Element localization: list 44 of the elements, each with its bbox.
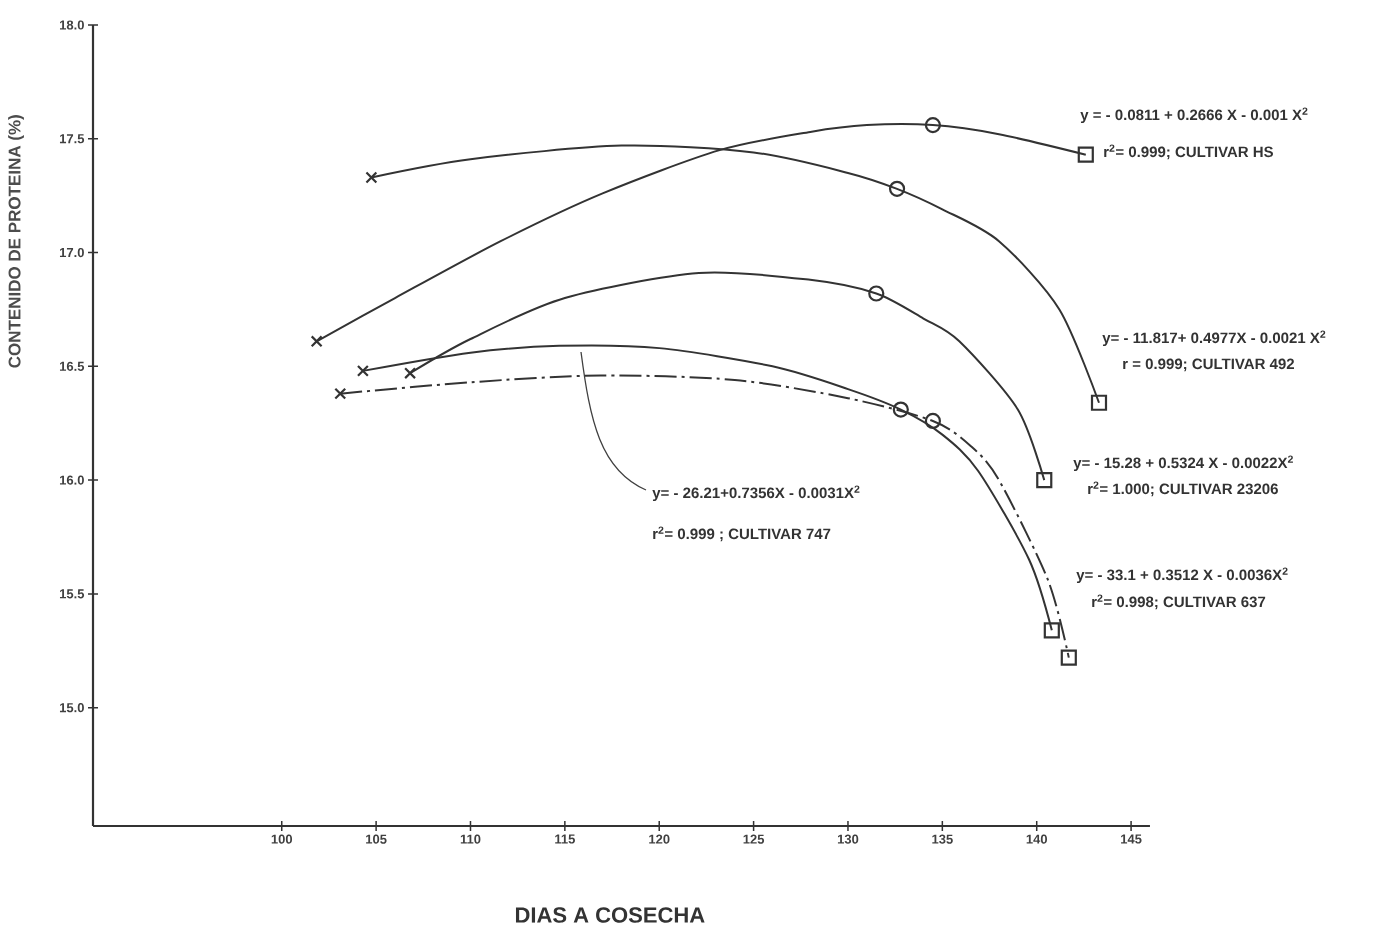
point — [310, 335, 323, 348]
annotation: y= - 15.28 + 0.5324 X - 0.0022X$^{2}$ — [1073, 455, 1293, 472]
x-tick-label: 105 — [366, 834, 387, 844]
y-tick-label: 17.5 — [59, 134, 85, 144]
x-axis-title: DIAS A COSECHA — [515, 907, 705, 923]
annotation: r$^{2}$= 0.999 ; CULTIVAR 747 — [653, 526, 831, 542]
annotation: r$^{2}$= 0.999; CULTIVAR HS — [1104, 144, 1274, 160]
annotation: y= - 11.817+ 0.4977X - 0.0021 X$^{2}$ — [1102, 330, 1326, 347]
annotation: r$^{2}$= 1.000; CULTIVAR 23206 — [1088, 481, 1278, 497]
x-tick-label: 140 — [1026, 834, 1048, 844]
y-axis-title: CONTENIDO DE PROTEINA (%) — [8, 115, 24, 368]
annotation: y= - 33.1 + 0.3512 X - 0.0036X$^{2}$ — [1076, 567, 1288, 584]
point — [924, 117, 942, 134]
annotation: y= - 26.21+0.7356X - 0.0031X$^{2}$ — [652, 485, 860, 502]
y-tick-label: 16.5 — [59, 361, 85, 371]
annotation: y = - 0.0811 + 0.2666 X - 0.001 X$^{2}$ — [1080, 107, 1308, 124]
x-tick-label: 110 — [460, 834, 481, 844]
x-tick-label: 135 — [932, 834, 953, 844]
x-tick-label: 115 — [555, 834, 575, 844]
point — [1043, 622, 1060, 639]
y-tick-label: 15.5 — [59, 589, 85, 599]
point — [1090, 394, 1108, 411]
x-tick-label: 125 — [743, 834, 765, 844]
point — [924, 412, 942, 430]
x-tick-label: 130 — [837, 834, 859, 844]
point — [404, 367, 417, 380]
point — [334, 387, 347, 400]
annotation: r = 0.999; CULTIVAR 492 — [1123, 358, 1294, 372]
x-tick-label: 100 — [271, 834, 293, 844]
point — [868, 285, 885, 302]
x-tick-label: 145 — [1121, 834, 1142, 844]
point — [1077, 146, 1094, 163]
point — [356, 364, 369, 377]
point — [1036, 472, 1053, 489]
point — [892, 401, 909, 418]
y-tick-label: 15.0 — [59, 703, 84, 713]
y-tick-label: 17.0 — [59, 247, 84, 258]
point — [365, 171, 378, 184]
y-tick-label: 18.0 — [59, 20, 84, 30]
x-tick-label: 120 — [649, 834, 670, 844]
point — [888, 180, 906, 197]
point — [1060, 649, 1077, 666]
y-tick-label: 16.0 — [59, 475, 84, 485]
annotation: r$^{2}$= 0.998; CULTIVAR 637 — [1092, 594, 1266, 610]
